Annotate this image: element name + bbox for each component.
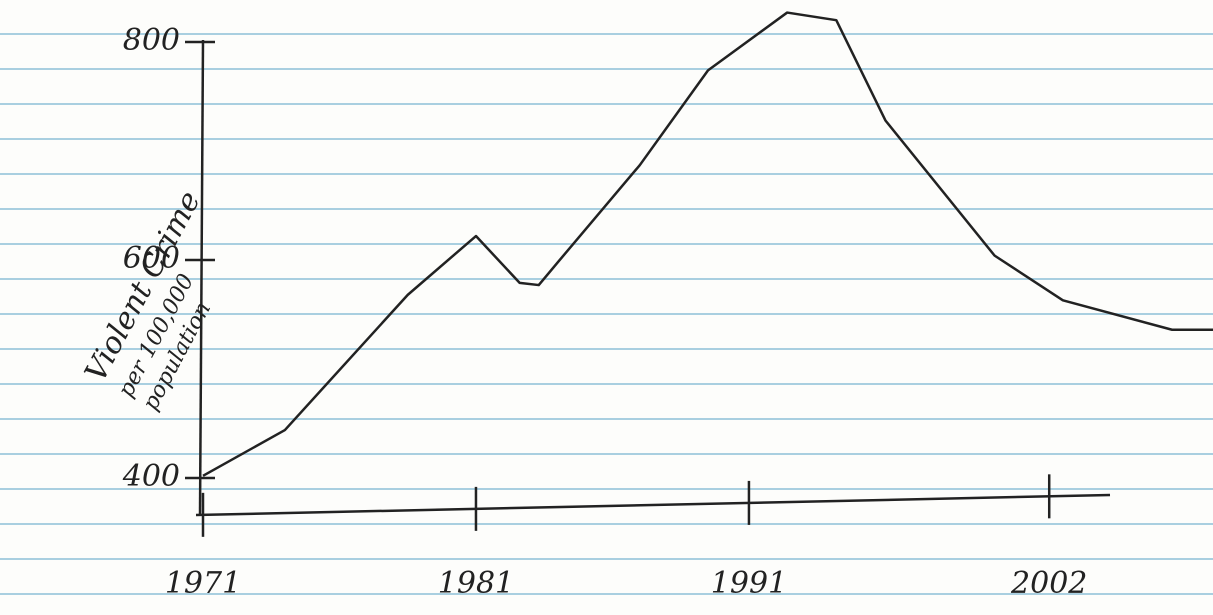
x-tick-label: 1991 — [711, 566, 787, 601]
y-label: Violent Crime per 100,000 population — [78, 186, 216, 415]
x-axis — [195, 493, 1111, 517]
x-tick-label: 1971 — [165, 566, 241, 601]
x-tick-label: 2002 — [1010, 566, 1087, 601]
x-tick-label: 1981 — [438, 566, 514, 601]
data-line — [202, 11, 1213, 477]
y-axis — [198, 39, 205, 516]
y-tick-label: 800 — [123, 23, 180, 58]
y-tick-label: 600 — [123, 241, 180, 276]
y-tick-label: 400 — [122, 459, 180, 494]
